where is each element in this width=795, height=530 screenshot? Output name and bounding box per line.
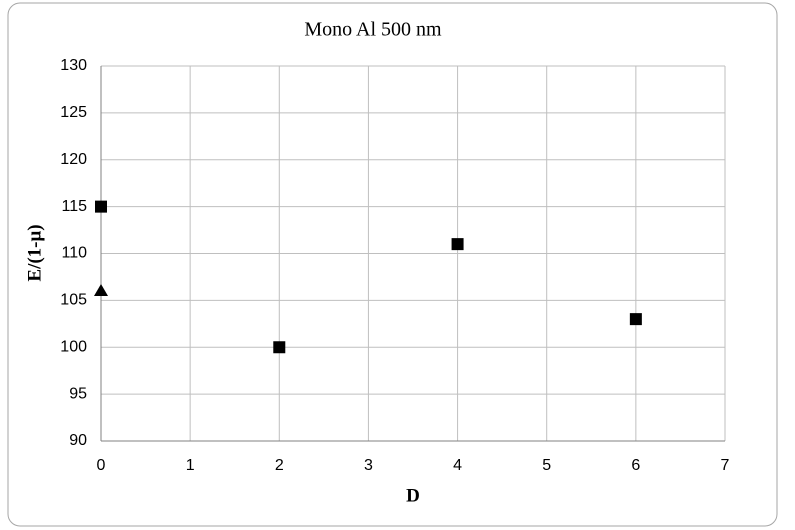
point <box>451 238 464 251</box>
y-tick-label: 110 <box>61 245 87 262</box>
y-axis-title: E/(1-μ) <box>24 224 45 281</box>
point <box>95 200 107 213</box>
y-tick-label: 120 <box>60 151 87 168</box>
x-tick-label: 6 <box>631 457 640 474</box>
x-tick-label: 2 <box>275 457 284 474</box>
x-tick-label: 4 <box>453 457 462 474</box>
x-tick-label: 5 <box>542 457 551 474</box>
point <box>273 341 286 354</box>
x-tick-label: 7 <box>721 457 730 474</box>
y-tick-label: 130 <box>60 57 87 74</box>
x-tick-label: 1 <box>186 457 195 474</box>
point <box>629 313 642 326</box>
y-tick-label: 115 <box>61 198 87 215</box>
y-tick-label: 100 <box>60 338 87 355</box>
x-tick-label: 0 <box>97 457 106 474</box>
chart-frame <box>7 2 778 527</box>
x-axis-title: D <box>406 485 420 506</box>
point <box>94 284 108 296</box>
y-tick-label: 125 <box>60 104 87 121</box>
y-tick-label: 90 <box>69 432 87 449</box>
chart-title: Mono Al 500 nm <box>304 19 442 41</box>
y-tick-label: 95 <box>69 385 87 402</box>
y-tick-label: 105 <box>60 292 87 309</box>
x-tick-label: 3 <box>364 457 373 474</box>
